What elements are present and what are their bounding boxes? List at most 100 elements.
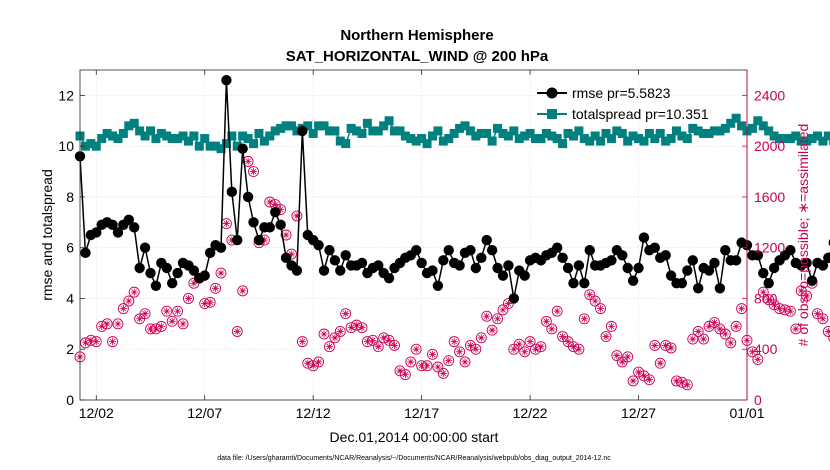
obs-point	[443, 355, 455, 367]
rmse-point	[373, 260, 384, 271]
obs-point	[220, 218, 232, 230]
totalspread-point	[113, 134, 123, 144]
obs-point	[600, 331, 612, 342]
rmse-point	[438, 255, 449, 266]
totalspread-point	[352, 126, 362, 136]
obs-point	[568, 341, 579, 353]
rmse-point	[161, 262, 172, 274]
totalspread-point	[460, 121, 470, 131]
totalspread-point	[324, 126, 334, 136]
obs-point	[768, 299, 780, 311]
totalspread-point	[444, 134, 454, 144]
rmse-point	[107, 219, 118, 231]
obs-point	[150, 323, 162, 335]
totalspread-point	[145, 126, 155, 136]
rmse-point	[492, 262, 503, 274]
totalspread-point	[709, 126, 719, 136]
totalspread-point	[807, 134, 817, 144]
totalspread-point	[151, 134, 161, 144]
obs-point	[90, 336, 102, 348]
totalspread-point	[623, 136, 633, 146]
totalspread-point	[802, 136, 812, 146]
rmse-point	[432, 280, 444, 291]
totalspread-point	[422, 139, 432, 149]
obs-point	[361, 336, 373, 348]
totalspread-point	[514, 134, 524, 144]
obs-point	[177, 318, 189, 330]
y-right-tick-label: 1600	[754, 189, 785, 205]
obs-point	[611, 350, 623, 362]
y-axis-right-label: # of obs: o=possible; ∗=assimilated	[795, 124, 811, 347]
rmse-point	[91, 227, 102, 238]
totalspread-point	[579, 134, 589, 144]
obs-point	[774, 303, 785, 315]
obs-point	[578, 313, 590, 325]
rmse-point	[226, 186, 238, 198]
rmse-point	[579, 278, 590, 289]
obs-point	[427, 348, 438, 360]
rmse-point	[687, 255, 698, 266]
obs-point	[535, 341, 547, 353]
totalspread-point	[173, 134, 183, 144]
totalspread-point	[720, 123, 730, 133]
totalspread-point	[373, 126, 383, 136]
obs-series	[74, 155, 830, 391]
obs-point	[166, 315, 178, 327]
rmse-point	[676, 278, 688, 289]
rmse-point	[503, 260, 514, 271]
obs-point	[172, 305, 184, 317]
rmse-point	[633, 262, 644, 274]
rmse-point	[508, 293, 520, 304]
rmse-point	[204, 247, 216, 258]
obs-point	[671, 375, 682, 387]
rmse-point	[297, 125, 308, 137]
obs-point	[334, 326, 346, 337]
rmse-point	[443, 245, 454, 256]
rmse-point	[318, 265, 330, 276]
totalspread-point	[536, 134, 546, 144]
totalspread-point	[455, 123, 465, 133]
y-axis-left-label: rmse and totalspread	[39, 169, 55, 301]
obs-point	[204, 296, 216, 308]
totalspread-point	[129, 118, 139, 128]
obs-point	[302, 357, 314, 369]
obs-point	[367, 334, 379, 346]
totalspread-point	[509, 126, 519, 136]
totalspread-point	[726, 118, 736, 128]
obs-point	[746, 346, 758, 358]
rmse-point	[785, 245, 796, 256]
rmse-point	[264, 222, 275, 233]
rmse-point	[172, 267, 183, 279]
chart-subtitle: SAT_HORIZONTAL_WIND @ 200 hPa	[286, 48, 549, 65]
obs-point	[399, 369, 411, 381]
totalspread-point	[493, 123, 503, 133]
totalspread-point	[541, 128, 551, 138]
obs-point	[822, 326, 830, 337]
rmse-point	[552, 242, 563, 253]
obs-point	[96, 320, 108, 332]
totalspread-point	[552, 134, 562, 144]
rmse-point	[275, 219, 286, 231]
rmse-point	[329, 255, 341, 266]
y-axis-left: 0 2 4 6 8 10 12	[58, 87, 85, 408]
rmse-point	[763, 278, 774, 289]
obs-point	[372, 341, 384, 353]
legend-spread-label: totalspread pr=10.351	[572, 106, 709, 122]
y-left-tick-label: 0	[66, 392, 74, 408]
totalspread-point	[791, 131, 801, 141]
obs-point	[112, 318, 124, 330]
totalspread-point	[384, 116, 394, 126]
obs-point	[459, 356, 471, 368]
obs-point	[817, 313, 829, 325]
obs-point	[307, 360, 319, 372]
totalspread-point	[715, 126, 725, 136]
totalspread-point	[487, 136, 497, 146]
x-tick-label: 12/07	[187, 405, 222, 421]
obs-point	[524, 336, 536, 348]
legend-spread-marker	[547, 109, 557, 119]
obs-point	[199, 298, 211, 309]
obs-point	[627, 375, 639, 387]
obs-point	[492, 313, 504, 325]
totalspread-point	[818, 136, 828, 146]
